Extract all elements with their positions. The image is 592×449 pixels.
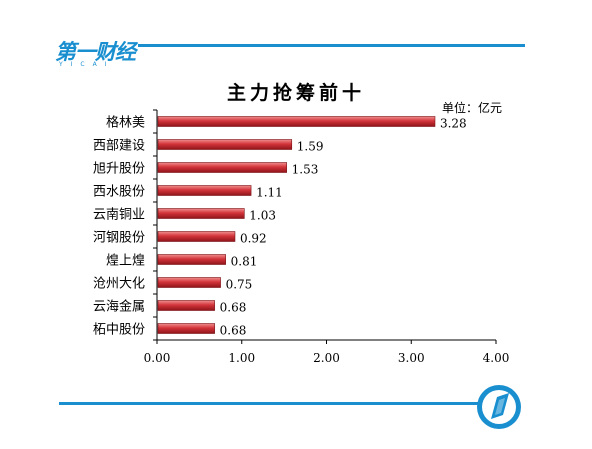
category-label: 西部建设: [93, 139, 145, 154]
brand-logo-text: 第一财经: [55, 40, 136, 64]
value-label: 0.92: [240, 232, 267, 246]
chart-title: 主力抢筹前十: [226, 82, 365, 104]
bar: [157, 116, 436, 127]
category-label: 云海金属: [93, 299, 145, 315]
brand-logo: 第一财经 YICAI: [55, 36, 145, 76]
value-label: 1.59: [297, 140, 324, 154]
bar: [157, 139, 293, 150]
bar: [157, 231, 236, 242]
bar: [157, 323, 215, 334]
x-tick-label: 3.00: [398, 351, 425, 365]
category-label: 柘中股份: [93, 323, 145, 338]
value-label: 3.28: [440, 117, 467, 131]
header-rule: [138, 44, 525, 47]
value-label: 0.68: [220, 324, 247, 338]
value-label: 0.75: [226, 278, 253, 292]
value-label: 0.81: [231, 255, 258, 269]
category-label: 西水股份: [93, 185, 145, 200]
footer-rule: [59, 402, 479, 405]
value-label: 1.03: [249, 209, 276, 223]
x-tick-label: 0.00: [144, 351, 171, 365]
brand-emblem-icon: [477, 385, 521, 429]
bar: [157, 162, 287, 173]
value-label: 0.68: [220, 301, 247, 315]
bar: [157, 277, 221, 288]
bar: [157, 208, 245, 219]
x-tick-label: 1.00: [228, 351, 255, 365]
x-tick-label: 4.00: [483, 351, 510, 365]
x-tick-label: 2.00: [313, 351, 340, 365]
bar: [157, 254, 226, 265]
category-label: 煌上煌: [106, 254, 145, 269]
bar: [157, 185, 252, 196]
category-label: 云南铜业: [93, 207, 145, 223]
unit-label: 单位：亿元: [442, 101, 503, 115]
brand-logo-subtitle: YICAI: [59, 61, 115, 68]
value-label: 1.11: [256, 186, 283, 200]
category-label: 沧州大化: [93, 276, 145, 292]
value-label: 1.53: [292, 163, 319, 177]
category-label: 河钢股份: [93, 231, 145, 246]
category-label: 格林美: [106, 115, 145, 131]
bar: [157, 300, 215, 311]
category-label: 旭升股份: [93, 162, 145, 177]
